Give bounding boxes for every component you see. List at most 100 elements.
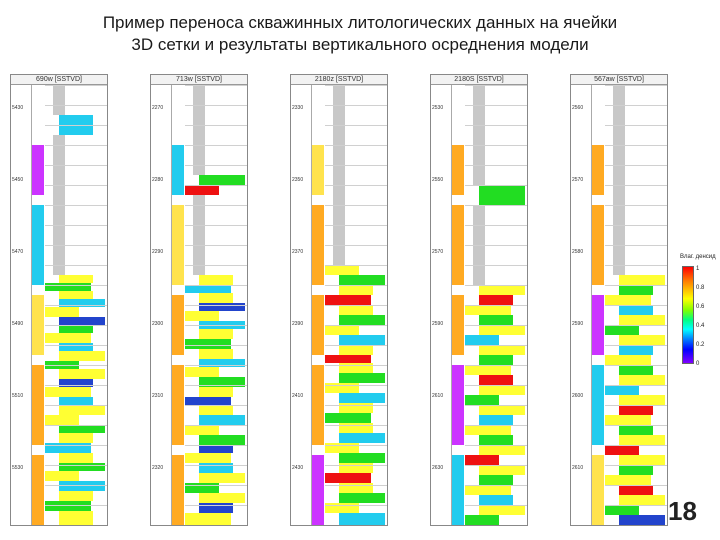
grid-line: [325, 305, 387, 306]
lithology-track: [45, 85, 107, 525]
zone-band: [32, 365, 44, 445]
lithology-band: [185, 185, 219, 195]
depth-label: 2570: [572, 177, 584, 183]
grid-line: [605, 305, 667, 306]
lithology-band: [59, 433, 93, 443]
grid-line: [465, 245, 527, 246]
grid-line: [185, 485, 247, 486]
grid-line: [45, 305, 107, 306]
page-number: 18: [668, 496, 697, 526]
lithology-band: [479, 185, 525, 205]
lithology-band: [479, 475, 513, 485]
lithology-band: [479, 285, 525, 295]
lithology-band: [185, 285, 231, 293]
lithology-band: [199, 463, 233, 473]
lithology-band: [59, 425, 105, 433]
zone-band: [592, 365, 604, 445]
lithology-band: [59, 405, 105, 415]
grid-line: [185, 305, 247, 306]
lithology-band: [199, 329, 233, 339]
grid-line: [185, 185, 247, 186]
grid-line: [605, 245, 667, 246]
grid-line: [185, 385, 247, 386]
lithology-band: [199, 493, 245, 503]
grid-line: [325, 85, 387, 86]
grid-line: [465, 185, 527, 186]
lithology-band: [619, 515, 665, 525]
lithology-band: [185, 483, 219, 493]
zone-band: [452, 455, 464, 525]
grid-line: [325, 345, 387, 346]
grid-line: [185, 225, 247, 226]
lithology-band: [465, 425, 511, 435]
lithology-band: [199, 503, 233, 513]
grid-line: [45, 365, 107, 366]
zone-band: [452, 365, 464, 445]
lithology-band: [53, 85, 65, 115]
lithology-band: [199, 415, 245, 425]
lithology-band: [605, 325, 639, 335]
grid-line: [45, 205, 107, 206]
depth-label: 2630: [432, 465, 444, 471]
grid-line: [325, 165, 387, 166]
grid-line: [185, 165, 247, 166]
grid-line: [45, 165, 107, 166]
lithology-band: [185, 367, 219, 377]
grid-line: [185, 505, 247, 506]
lithology-band: [199, 377, 245, 387]
grid-line: [45, 145, 107, 146]
lithology-band: [479, 465, 525, 475]
grid-line: [465, 85, 527, 86]
zone-track: [172, 85, 184, 525]
grid-line: [605, 425, 667, 426]
lithology-band: [339, 433, 385, 443]
grid-line: [325, 465, 387, 466]
grid-line: [465, 445, 527, 446]
well-log-panel: 2180S [SSTVD] 2530 2550 2570 2590 2610 2630: [430, 74, 528, 526]
lithology-band: [339, 315, 385, 325]
grid-line: [185, 425, 247, 426]
lithology-band: [479, 415, 513, 425]
well-name-header: 2180S [SSTVD]: [431, 75, 527, 85]
lithology-band: [59, 379, 93, 387]
grid-line: [605, 485, 667, 486]
lithology-band: [185, 425, 219, 435]
zone-band: [312, 295, 324, 355]
zone-track: [312, 85, 324, 525]
lithology-band: [339, 463, 373, 473]
depth-label: 2430: [292, 465, 304, 471]
zone-band: [592, 145, 604, 195]
zone-band: [32, 455, 44, 525]
title-line-1: Пример переноса скважинных литологически…: [102, 13, 618, 32]
lithology-band: [619, 315, 665, 325]
depth-track: 2330 2350 2370 2390 2410 2430: [291, 85, 312, 525]
zone-track: [32, 85, 44, 525]
lithology-band: [193, 195, 205, 275]
well-log-panel: 2180z [SSTVD] 2330 2350 2370 2390 2410 2430: [290, 74, 388, 526]
lithology-band: [619, 365, 653, 375]
lithology-band: [479, 505, 525, 515]
depth-label: 2580: [572, 249, 584, 255]
grid-line: [325, 505, 387, 506]
grid-line: [45, 345, 107, 346]
well-name-header: 713w [SSTVD]: [151, 75, 247, 85]
legend-tick-label: 0: [696, 361, 700, 367]
depth-label: 2590: [572, 321, 584, 327]
grid-line: [605, 265, 667, 266]
lithology-band: [479, 375, 513, 385]
lithology-band: [619, 305, 653, 315]
lithology-band: [613, 125, 625, 195]
depth-label: 5450: [12, 177, 24, 183]
zone-band: [32, 295, 44, 355]
lithology-band: [45, 283, 91, 291]
depth-label: 2590: [432, 321, 444, 327]
lithology-band: [605, 385, 639, 395]
depth-track: 5430 5450 5470 5490 5510 5530: [11, 85, 32, 525]
zone-band: [452, 295, 464, 355]
grid-line: [465, 305, 527, 306]
lithology-band: [339, 403, 373, 413]
lithology-band: [45, 415, 79, 425]
grid-line: [325, 405, 387, 406]
grid-line: [185, 365, 247, 366]
grid-line: [185, 105, 247, 106]
